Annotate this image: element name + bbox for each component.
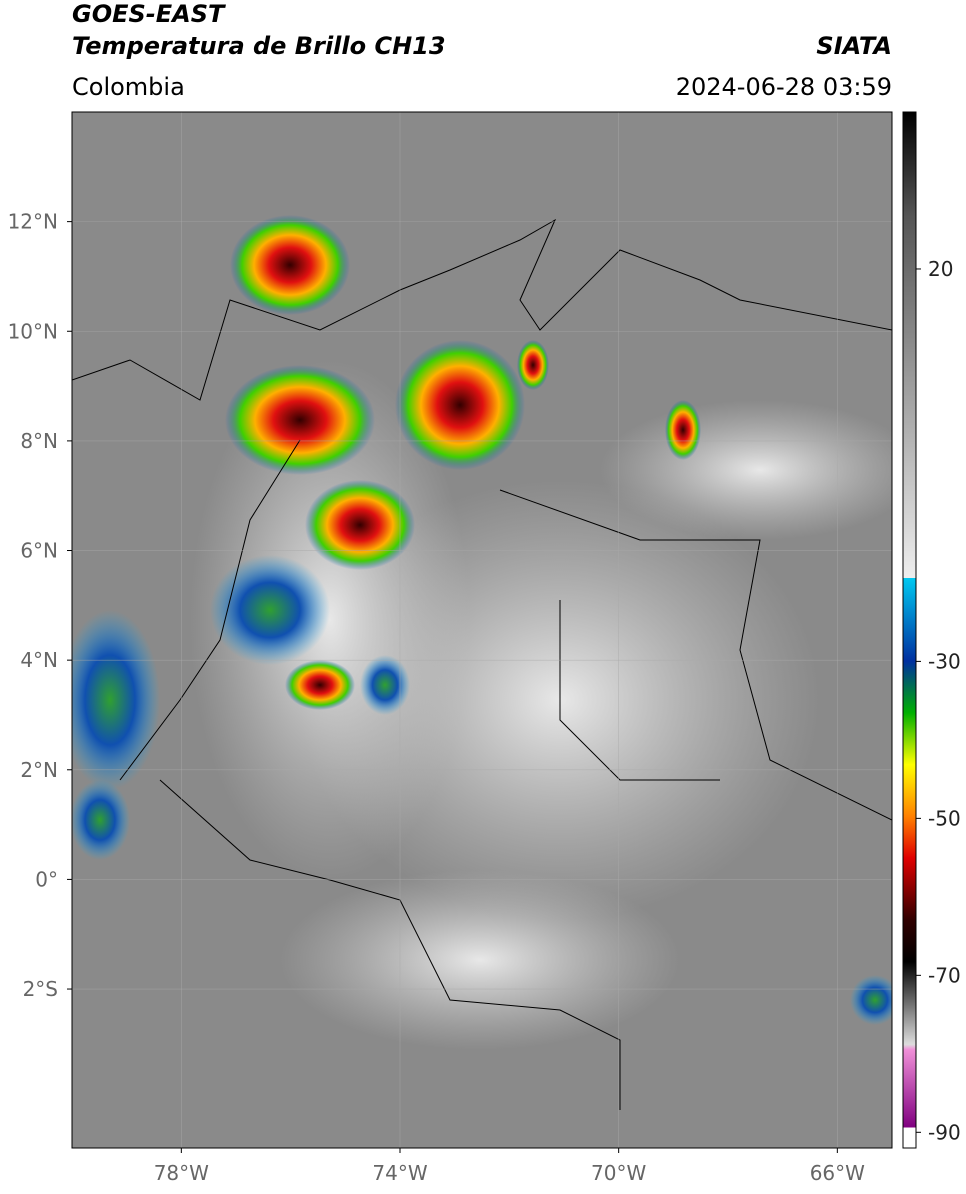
subtitle: Temperatura de Brillo CH13 [72, 32, 446, 60]
x-tick-label: 74°W [372, 1161, 427, 1185]
map-frame [71, 111, 893, 1149]
colorbar [902, 111, 917, 1149]
title: GOES-EAST [72, 0, 226, 28]
y-tick-label: 6°N [20, 539, 58, 563]
y-tick-label: 12°N [8, 210, 58, 234]
y-tick-label: 4°N [20, 648, 58, 672]
x-tick-label: 70°W [591, 1161, 646, 1185]
colorbar-tick-label: -90 [928, 1120, 961, 1144]
y-tick-label: 8°N [20, 429, 58, 453]
region: Colombia [72, 73, 185, 101]
y-tick-label: 2°S [23, 977, 58, 1001]
y-tick-label: 0° [35, 867, 58, 891]
satellite-image [72, 112, 892, 1148]
colorbar-tick-label: -50 [928, 806, 961, 830]
y-tick-label: 10°N [8, 319, 58, 343]
x-tick-label: 78°W [154, 1161, 209, 1185]
source: SIATA [816, 32, 892, 60]
colorbar-tick-label: -30 [928, 649, 961, 673]
colorbar-tick-label: 20 [928, 257, 953, 281]
y-tick-label: 2°N [20, 758, 58, 782]
colorbar-tick-label: -70 [928, 963, 961, 987]
x-tick-label: 66°W [810, 1161, 865, 1185]
datetime: 2024-06-28 03:59 [676, 73, 892, 101]
